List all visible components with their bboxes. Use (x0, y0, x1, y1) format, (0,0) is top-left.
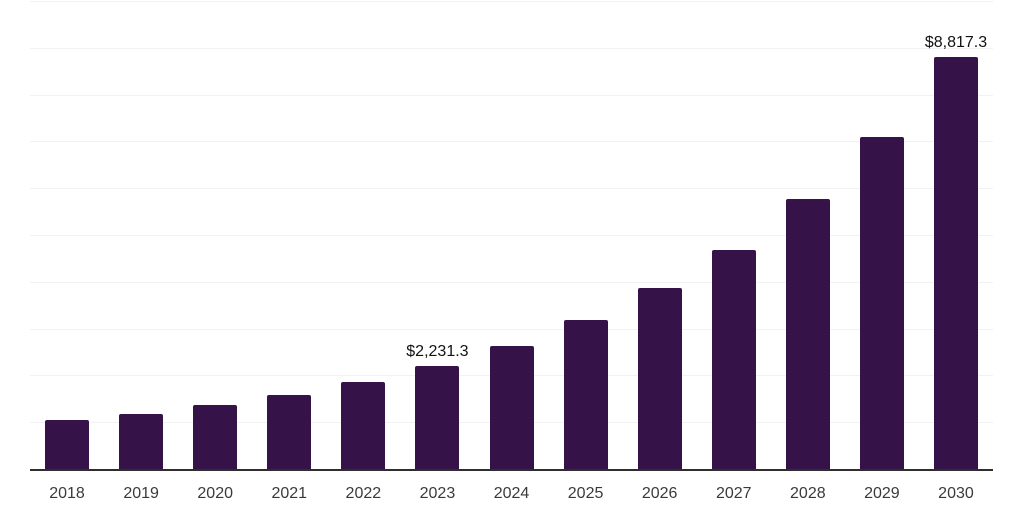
gridline (30, 94, 993, 96)
x-axis-label-2019: 2019 (123, 485, 159, 502)
bar-column (104, 2, 178, 470)
bar-column (30, 2, 104, 470)
bar-column (697, 2, 771, 470)
bar-column: $2,231.3 (400, 2, 474, 470)
bar-column (326, 2, 400, 470)
bar-column (178, 2, 252, 470)
bar-2023[interactable] (415, 365, 460, 470)
bar-2030[interactable] (933, 57, 978, 470)
x-axis-label-2021: 2021 (271, 485, 308, 502)
bar-column (252, 2, 326, 470)
bar-2021[interactable] (267, 394, 312, 470)
bar-column (845, 2, 919, 470)
gridline (30, 188, 993, 190)
gridline (30, 141, 993, 143)
x-axis-label-2030: 2030 (938, 485, 974, 502)
x-axis: 2018 2019 2020 2021 2022 2023 2024 2025 2026 2027… (30, 484, 993, 503)
bar-2020[interactable] (193, 404, 238, 470)
gridline (30, 328, 993, 330)
bar-column (474, 2, 548, 470)
bar-column (771, 2, 845, 470)
x-axis-label-2025: 2025 (567, 485, 604, 502)
bar-2018[interactable] (45, 419, 90, 470)
bar-column (549, 2, 623, 470)
gridline (30, 281, 993, 283)
bar-2025[interactable] (563, 320, 608, 470)
x-axis-label-2022: 2022 (345, 485, 382, 502)
x-axis-line (30, 469, 993, 471)
bars-row: $2,231.3 $8,817.3 (30, 2, 993, 470)
bar-column (623, 2, 697, 470)
bar-2027[interactable] (711, 249, 756, 470)
x-axis-label-2029: 2029 (864, 485, 900, 502)
bar-2024[interactable] (489, 345, 534, 470)
x-axis-label-2028: 2028 (790, 485, 826, 502)
bar-value-label: $8,817.3 (924, 34, 988, 52)
x-axis-label-2023: 2023 (419, 485, 456, 502)
plot-area: $2,231.3 $8,817.3 (30, 1, 993, 470)
x-axis-label-2024: 2024 (493, 485, 530, 502)
gridline (30, 1, 993, 2)
bar-2026[interactable] (637, 288, 682, 470)
bar-2019[interactable] (119, 413, 164, 470)
bar-column: $8,817.3 (919, 2, 993, 470)
x-axis-label-2026: 2026 (641, 485, 678, 502)
x-axis-label-2027: 2027 (715, 485, 752, 502)
x-axis-label-2018: 2018 (49, 485, 85, 502)
bar-2028[interactable] (785, 199, 830, 470)
bar-2022[interactable] (341, 381, 386, 470)
bar-value-label: $2,231.3 (406, 342, 469, 360)
gridline (30, 47, 993, 49)
x-axis-label-2020: 2020 (197, 485, 233, 502)
bar-2029[interactable] (859, 136, 904, 470)
gridline (30, 235, 993, 236)
